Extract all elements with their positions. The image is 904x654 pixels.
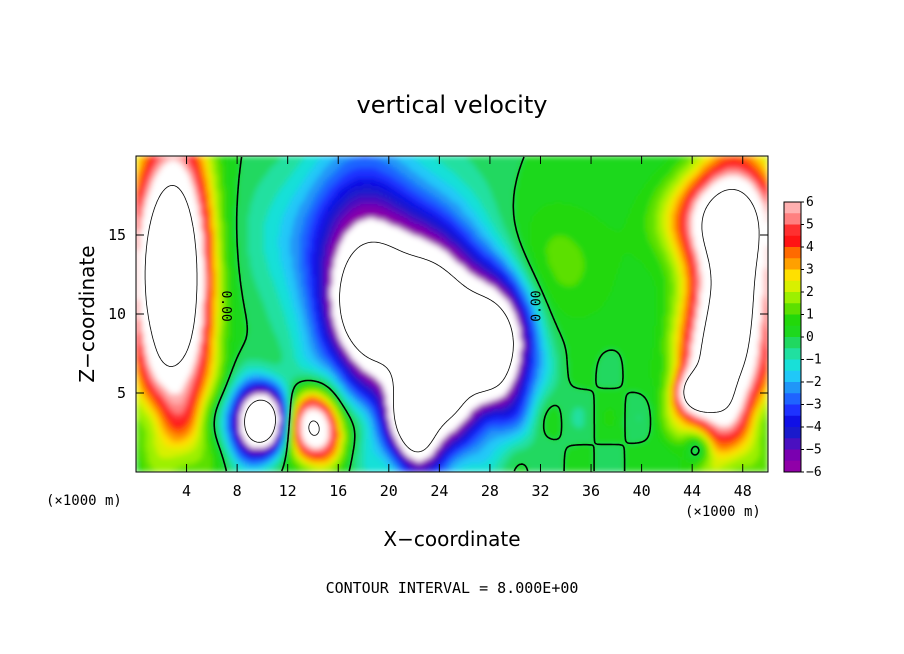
colorbar-swatch <box>784 415 801 428</box>
x-tick-label: 20 <box>380 482 398 500</box>
x-tick-label: 28 <box>481 482 499 500</box>
colorbar-swatch <box>784 202 801 214</box>
colorbar-swatch <box>784 235 801 248</box>
colorbar-label: −6 <box>806 465 822 480</box>
colorbar-swatch <box>784 325 801 338</box>
colorbar-swatch <box>784 438 801 450</box>
y-tick-label: 10 <box>108 305 126 323</box>
colorbar-swatch <box>784 213 801 225</box>
colorbar-label: 2 <box>806 285 814 300</box>
colorbar-swatch <box>784 303 801 315</box>
x-tick-label: 48 <box>734 482 752 500</box>
colorbar-swatch <box>784 224 801 237</box>
x-tick-label: 8 <box>233 482 242 500</box>
contour-lines <box>144 156 760 472</box>
colorbar-labels: 6 5 4 3 2 1 0 −1 −2 −3 −4 −5 −6 <box>801 195 822 480</box>
y-tick-label: 15 <box>108 226 126 244</box>
x-tick-label: 32 <box>531 482 549 500</box>
colorbar <box>783 201 802 473</box>
colorbar-swatch <box>784 337 801 349</box>
x-tick-label: 24 <box>430 482 448 500</box>
colorbar-label: −3 <box>806 398 822 413</box>
colorbar-label: 1 <box>806 308 814 323</box>
colorbar-swatch <box>784 427 801 439</box>
colorbar-swatch <box>784 460 801 473</box>
x-tick-label: 36 <box>582 482 600 500</box>
colorbar-swatch <box>784 258 801 270</box>
contour-label: 0.00 <box>530 290 545 321</box>
colorbar-label: 0 <box>806 330 814 345</box>
colorbar-swatch <box>784 393 801 405</box>
colorbar-swatch <box>784 404 801 417</box>
colorbar-swatch <box>784 449 801 462</box>
x-tick-label: 40 <box>633 482 651 500</box>
colorbar-label: 4 <box>806 240 814 255</box>
colorbar-swatch <box>784 359 801 372</box>
colorbar-swatch <box>784 247 801 259</box>
y-axis-ticks: 5 10 15 <box>108 226 768 402</box>
contour-line <box>144 185 760 436</box>
contour-label: 0.00 <box>218 290 233 321</box>
colorbar-swatch <box>784 314 801 327</box>
colorbar-swatch <box>784 269 801 282</box>
colorbar-label: −1 <box>806 353 822 368</box>
x-unit-right: (×1000 m) <box>685 504 761 520</box>
x-tick-label: 44 <box>683 482 701 500</box>
x-tick-label: 16 <box>329 482 347 500</box>
contour-line <box>213 156 700 472</box>
x-unit-left: (×1000 m) <box>46 493 122 509</box>
colorbar-label: −5 <box>806 443 822 458</box>
x-tick-label: 12 <box>279 482 297 500</box>
colorbar-swatch <box>784 348 801 360</box>
contour-labels: 0.00 0.00 <box>218 290 545 321</box>
heatmap-area <box>136 156 768 472</box>
chart-title: vertical velocity <box>357 91 548 119</box>
x-axis-label: X−coordinate <box>383 527 520 551</box>
colorbar-swatch <box>784 292 801 304</box>
y-axis-label: Z−coordinate <box>75 245 99 382</box>
colorbar-swatch <box>784 370 801 383</box>
heatmap-field <box>136 156 768 472</box>
y-tick-label: 5 <box>117 384 126 402</box>
colorbar-label: 6 <box>806 195 814 210</box>
x-axis-ticks: 4 8 12 16 20 24 28 32 36 40 44 48 <box>182 156 752 500</box>
contour-line <box>244 241 514 453</box>
colorbar-label: 3 <box>806 263 814 278</box>
colorbar-label: −2 <box>806 375 822 390</box>
colorbar-label: −4 <box>806 420 822 435</box>
x-tick-label: 4 <box>182 482 191 500</box>
contour-interval-note: CONTOUR INTERVAL = 8.000E+00 <box>326 579 579 597</box>
colorbar-swatch <box>784 280 801 293</box>
colorbar-swatch <box>784 382 801 394</box>
colorbar-label: 5 <box>806 218 814 233</box>
